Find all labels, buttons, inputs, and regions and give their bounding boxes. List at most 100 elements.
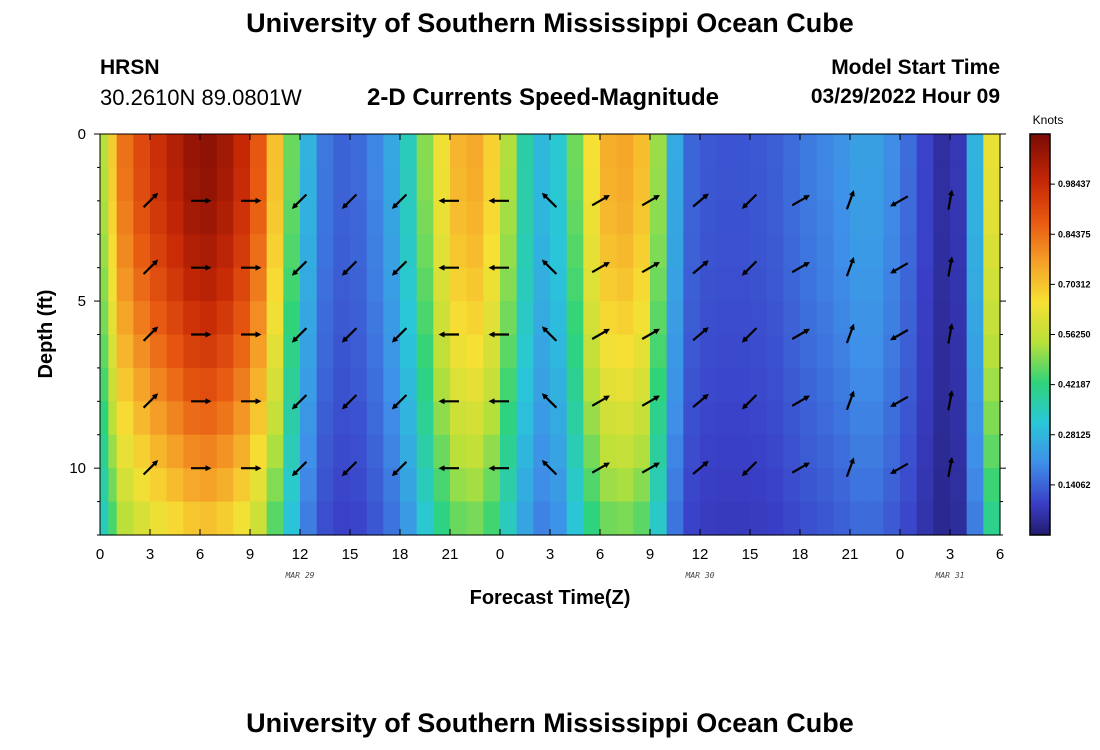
heatmap-cell (533, 468, 551, 503)
heatmap-cell (116, 334, 134, 369)
x-tick-label: 12 (692, 546, 709, 563)
heatmap-cell (583, 301, 601, 336)
heatmap-cell (250, 367, 268, 402)
heatmap-cell (783, 301, 801, 336)
heatmap-cell (483, 434, 501, 469)
current-vector (845, 457, 855, 477)
heatmap-cell (200, 267, 218, 302)
heatmap-cell (816, 334, 834, 369)
heatmap-cell (450, 267, 468, 302)
current-vector (591, 328, 610, 340)
heatmap-cell (233, 367, 251, 402)
heatmap-cell (108, 167, 118, 202)
heatmap-cell (583, 267, 601, 302)
heatmap-cell (650, 200, 668, 235)
heatmap-cell (683, 301, 701, 336)
heatmap-cell (750, 401, 768, 436)
heatmap-cell (550, 401, 568, 436)
heatmap-cell (816, 434, 834, 469)
heatmap-cell (516, 501, 534, 536)
heatmap-cell (150, 234, 168, 269)
axes: 0 3 6 9 12 15 18 21 0 3 6 9 12 15 18 21 0 3 6 MAR 29 MAR 30 M… (69, 126, 1006, 580)
current-vector (845, 190, 855, 210)
current-vector (692, 193, 709, 208)
heatmap-cell (950, 234, 968, 269)
heatmap-cell (983, 234, 1001, 269)
heatmap-cell (816, 501, 834, 536)
heatmap-cell (800, 234, 818, 269)
heatmap-cell (733, 401, 751, 436)
heatmap-cell (983, 167, 1001, 202)
heatmap-cell (833, 134, 851, 169)
heatmap-cell (600, 401, 618, 436)
heatmap-cell (600, 468, 618, 503)
heatmap-cell (316, 301, 334, 336)
heatmap-cell (216, 434, 234, 469)
heatmap-cell (400, 167, 418, 202)
model-start-label: Model Start Time (831, 56, 1000, 79)
heatmap-cell (750, 501, 768, 536)
heatmap-cell (366, 434, 384, 469)
heatmap-cell (450, 234, 468, 269)
heatmap-cell (983, 367, 1001, 402)
heatmap-cell (583, 134, 601, 169)
y-axis-label: Depth (ft) (35, 290, 57, 379)
heatmap-cell (750, 267, 768, 302)
chart-title: University of Southern Mississippi Ocean… (246, 8, 854, 38)
heatmap-cell (533, 167, 551, 202)
heatmap-cell (116, 401, 134, 436)
heatmap-cell (133, 167, 151, 202)
heatmap-cell (716, 401, 734, 436)
heatmap-cell (233, 334, 251, 369)
heatmap-cell (100, 401, 109, 436)
heatmap-cell (733, 200, 751, 235)
heatmap-cell (650, 367, 668, 402)
heatmap-cell (900, 167, 918, 202)
heatmap-cell (833, 468, 851, 503)
heatmap-cell (416, 501, 434, 536)
heatmap-cell (400, 367, 418, 402)
heatmap-cell (683, 434, 701, 469)
heatmap-cell (566, 334, 584, 369)
heatmap-cell (900, 401, 918, 436)
heatmap-cell (966, 434, 984, 469)
heatmap-cell (866, 167, 884, 202)
heatmap-cell (516, 468, 534, 503)
heatmap-cell (283, 434, 301, 469)
heatmap-cell (200, 200, 218, 235)
heatmap-cell (866, 401, 884, 436)
heatmap-cell (108, 501, 118, 536)
heatmap-cell (166, 234, 184, 269)
heatmap-cell (616, 134, 634, 169)
current-vector (890, 395, 909, 408)
heatmap-cell (233, 167, 251, 202)
heatmap-cell (783, 267, 801, 302)
heatmap-cell (316, 367, 334, 402)
heatmap-cell (166, 434, 184, 469)
heatmap-cell (266, 134, 284, 169)
heatmap-cell (516, 367, 534, 402)
heatmap-cell (416, 167, 434, 202)
heatmap-cell (183, 334, 201, 369)
current-vector (391, 327, 408, 343)
heatmap-cell (333, 468, 351, 503)
heatmap-cell (783, 434, 801, 469)
heatmap-cell (500, 134, 518, 169)
heatmap-cell (166, 401, 184, 436)
heatmap-cell (100, 267, 109, 302)
heatmap-cell (733, 434, 751, 469)
heatmap-cell (108, 301, 118, 336)
heatmap-cell (933, 367, 951, 402)
x-tick-label: 18 (392, 546, 409, 563)
heatmap-cell (583, 401, 601, 436)
heatmap-cell (500, 501, 518, 536)
heatmap-cell (383, 367, 401, 402)
heatmap-cell (883, 301, 901, 336)
heatmap-cell (850, 501, 868, 536)
heatmap-cell (700, 234, 718, 269)
heatmap-cell (750, 167, 768, 202)
heatmap-cell (916, 134, 934, 169)
heatmap-cell (433, 200, 451, 235)
heatmap-cell (933, 267, 951, 302)
heatmap-cell (416, 301, 434, 336)
